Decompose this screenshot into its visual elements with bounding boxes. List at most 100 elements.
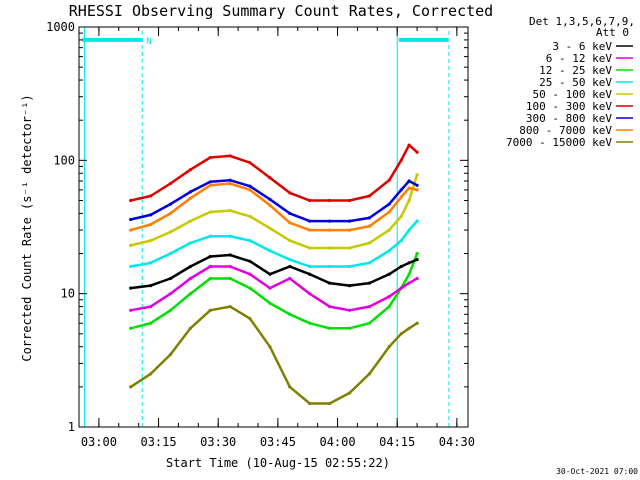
- data-point: [228, 154, 232, 158]
- data-point: [188, 168, 192, 172]
- data-point: [228, 178, 232, 182]
- x-tick-label: 03:15: [140, 435, 176, 449]
- data-point: [399, 195, 403, 199]
- data-point: [149, 372, 153, 376]
- data-point: [407, 326, 411, 330]
- data-point: [188, 264, 192, 269]
- data-point: [168, 202, 173, 206]
- data-point: [347, 264, 352, 269]
- data-point: [367, 305, 371, 309]
- data-point: [208, 180, 212, 184]
- data-point: [129, 198, 133, 203]
- data-point: [328, 219, 332, 223]
- x-tick-label: 04:00: [319, 435, 355, 449]
- data-point: [387, 249, 391, 253]
- data-point: [288, 191, 292, 195]
- data-point: [415, 251, 419, 256]
- data-point: [149, 305, 153, 309]
- data-point: [208, 234, 212, 238]
- data-point: [367, 372, 371, 376]
- data-point: [387, 202, 391, 206]
- y-tick-label: 100: [53, 153, 75, 167]
- data-point: [248, 317, 252, 321]
- data-point: [228, 253, 232, 257]
- chart-title: RHESSI Observing Summary Count Rates, Co…: [69, 2, 493, 20]
- data-point: [387, 305, 391, 309]
- data-point: [129, 326, 133, 330]
- data-point: [308, 292, 312, 296]
- data-point: [328, 198, 332, 203]
- data-point: [188, 276, 192, 281]
- data-point: [168, 276, 173, 281]
- legend-label: 3 - 6 keV: [552, 40, 612, 53]
- y-tick-label: 1: [68, 420, 75, 434]
- data-point: [168, 352, 173, 357]
- data-point: [268, 197, 272, 201]
- data-point: [208, 155, 212, 160]
- data-point: [399, 158, 403, 162]
- data-point: [328, 264, 332, 269]
- data-point: [268, 226, 272, 230]
- data-point: [407, 261, 411, 265]
- y-tick-label: 10: [61, 287, 75, 301]
- data-point: [347, 308, 352, 312]
- data-point: [415, 183, 419, 187]
- x-tick-label: 03:00: [81, 435, 117, 449]
- data-point: [347, 219, 352, 223]
- data-point: [208, 276, 212, 281]
- data-point: [168, 211, 173, 215]
- legend-label: 300 - 800 keV: [526, 112, 612, 125]
- data-point: [228, 209, 232, 213]
- data-point: [248, 272, 252, 276]
- data-point: [228, 276, 232, 281]
- y-axis-label: Corrected Count Rate (s⁻¹ detector⁻¹): [20, 94, 34, 361]
- data-point: [288, 211, 292, 215]
- data-point: [407, 179, 411, 183]
- legend-label: 50 - 100 keV: [533, 88, 613, 101]
- data-point: [208, 183, 212, 187]
- data-point: [367, 241, 371, 245]
- data-point: [208, 308, 212, 312]
- data-point: [208, 254, 212, 259]
- data-point: [208, 264, 212, 269]
- data-point: [399, 239, 403, 243]
- data-point: [149, 321, 153, 325]
- data-point: [399, 188, 403, 192]
- data-point: [308, 228, 312, 232]
- data-point: [248, 286, 252, 290]
- data-point: [168, 181, 173, 186]
- data-point: [347, 391, 352, 395]
- data-point: [129, 264, 133, 269]
- data-point: [328, 228, 332, 232]
- data-point: [399, 286, 403, 290]
- data-point: [367, 216, 371, 220]
- legend-label: 100 - 300 keV: [526, 100, 612, 113]
- data-point: [347, 284, 352, 288]
- data-point: [149, 239, 153, 243]
- data-point: [129, 243, 133, 247]
- legend-label: 800 - 7000 keV: [519, 124, 612, 137]
- data-point: [188, 196, 192, 200]
- data-point: [308, 246, 312, 250]
- data-point: [407, 228, 411, 232]
- data-point: [288, 239, 292, 243]
- legend-label: 25 - 50 keV: [539, 76, 612, 89]
- data-point: [268, 203, 272, 207]
- data-point: [399, 264, 403, 269]
- data-point: [387, 178, 391, 182]
- data-point: [168, 230, 173, 234]
- data-point: [129, 308, 133, 312]
- data-point: [149, 284, 153, 288]
- legend-label: 12 - 25 keV: [539, 64, 612, 77]
- data-point: [407, 198, 411, 203]
- data-point: [168, 292, 173, 296]
- data-point: [288, 258, 292, 262]
- data-point: [288, 221, 292, 225]
- legend-header-line-1: Det 1,3,5,6,7,9,: [529, 15, 635, 28]
- data-point: [347, 198, 352, 203]
- data-point: [268, 272, 272, 276]
- legend-label: 6 - 12 keV: [546, 52, 613, 65]
- data-point: [288, 312, 292, 316]
- annotation-label: N: [146, 37, 151, 47]
- data-point: [268, 286, 272, 290]
